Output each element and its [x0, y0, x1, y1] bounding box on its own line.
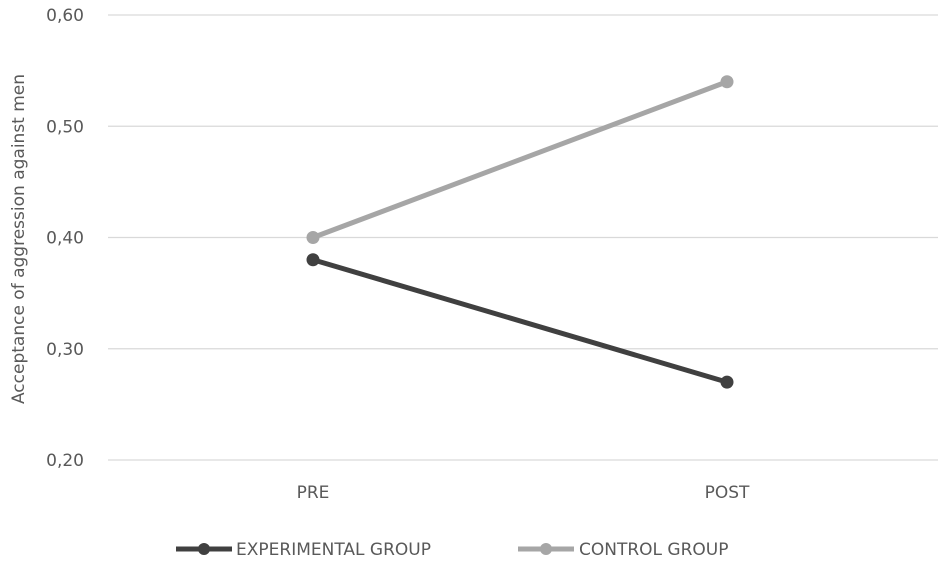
series-line-experimental	[310, 257, 730, 385]
data-point	[720, 375, 734, 389]
y-tick-label: 0,40	[46, 229, 84, 249]
x-tick-label: PRE	[297, 483, 330, 503]
y-tick-label: 0,50	[46, 117, 84, 137]
series-line-control	[310, 79, 730, 240]
x-axis-ticks: PRE POST	[297, 483, 750, 503]
legend-label: EXPERIMENTAL GROUP	[236, 540, 431, 560]
data-point	[720, 75, 734, 89]
legend-item: EXPERIMENTAL GROUP	[176, 540, 431, 560]
legend-item: CONTROL GROUP	[518, 540, 728, 560]
y-tick-label: 0,20	[46, 451, 84, 471]
y-tick-label: 0,30	[46, 340, 84, 360]
y-axis-title: Acceptance of aggression against men	[9, 74, 29, 404]
y-tick-label: 0,60	[46, 6, 84, 26]
x-tick-label: POST	[705, 483, 750, 503]
legend-label: CONTROL GROUP	[579, 540, 728, 560]
legend-marker	[198, 543, 210, 555]
grid-lines	[108, 14, 938, 461]
y-axis-ticks: 0,60 0,50 0,40 0,30 0,20	[46, 6, 84, 471]
series-lines	[306, 75, 734, 389]
data-point	[306, 231, 320, 244]
data-point	[306, 253, 320, 267]
legend-marker	[540, 543, 552, 555]
legend: EXPERIMENTAL GROUP CONTROL GROUP	[176, 540, 728, 560]
